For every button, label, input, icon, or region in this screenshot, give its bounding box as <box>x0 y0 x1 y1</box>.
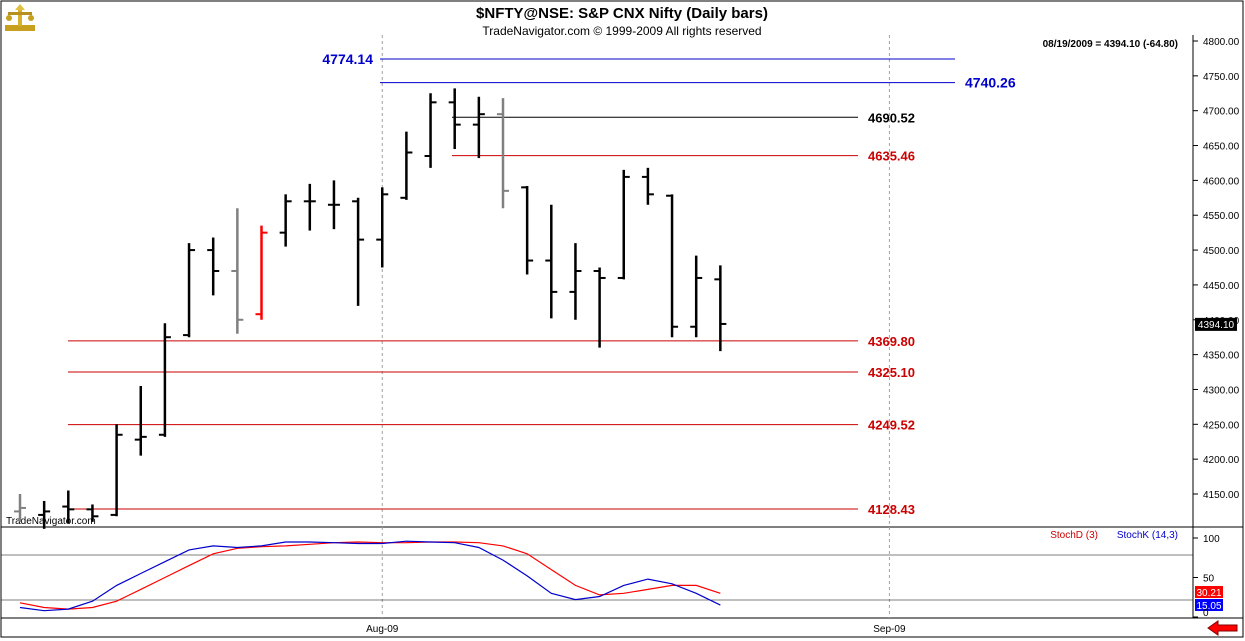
ohlc-bar <box>303 183 316 231</box>
level-label: 4635.46 <box>868 149 915 164</box>
price-tick-label: 4300.00 <box>1203 385 1240 396</box>
ohlc-bar <box>38 500 51 529</box>
ohlc-bar <box>279 194 292 247</box>
stoch-d-label: StochD (3) <box>1050 530 1098 541</box>
price-tick-label: 4650.00 <box>1203 142 1240 153</box>
price-tick-label: 4150.00 <box>1203 490 1240 501</box>
ohlc-bar <box>448 88 461 150</box>
ohlc-bar <box>62 490 75 524</box>
stoch-k-line <box>19 540 721 612</box>
price-axis: 4150.004200.004250.004300.004350.004400.… <box>1193 37 1240 501</box>
watermark-text: TradeNavigator.com <box>6 516 96 527</box>
ohlc-bar <box>472 96 485 159</box>
price-tick-label: 4600.00 <box>1203 176 1240 187</box>
price-tick-label: 4450.00 <box>1203 281 1240 292</box>
stoch-k-value: 15.05 <box>1196 601 1221 612</box>
ohlc-bar <box>593 267 606 348</box>
last-price-label: 4394.10 <box>1198 320 1235 331</box>
ohlc-bar <box>207 237 220 296</box>
stoch-tick-label: 50 <box>1203 574 1215 585</box>
ohlc-bar <box>327 180 340 230</box>
ohlc-bar <box>376 187 389 268</box>
stoch-d-value: 30.21 <box>1196 588 1221 599</box>
ohlc-bar <box>617 169 630 280</box>
stoch-k-value-box <box>1195 599 1223 611</box>
ohlc-bar <box>641 167 654 205</box>
level-label: 4690.52 <box>868 110 915 125</box>
ohlc-bar <box>255 225 268 320</box>
ohlc-bar <box>14 494 26 522</box>
scroll-left-arrow-icon[interactable] <box>1206 620 1240 636</box>
price-tick-label: 4250.00 <box>1203 420 1240 431</box>
level-label: 4740.26 <box>965 75 1016 91</box>
level-label: 4128.43 <box>868 502 915 517</box>
ohlc-bar <box>569 243 582 320</box>
last-price-box <box>1195 317 1237 331</box>
vertical-gridlines <box>381 35 890 618</box>
price-tick-label: 4700.00 <box>1203 107 1240 118</box>
price-tick-label: 4200.00 <box>1203 455 1240 466</box>
chart-title: $NFTY@NSE: S&P CNX Nifty (Daily bars) <box>476 5 768 22</box>
time-axis: Aug-09 Sep-09 <box>366 624 906 635</box>
date-label: Aug-09 <box>366 624 399 635</box>
ohlc-bar <box>424 93 437 168</box>
ohlc-bar <box>134 385 147 456</box>
stoch-tick-label: 0 <box>1203 608 1209 619</box>
stoch-d-line <box>19 541 721 610</box>
date-label: Sep-09 <box>873 624 906 635</box>
ohlc-bar <box>400 131 413 200</box>
price-tick-label: 4350.00 <box>1203 351 1240 362</box>
ohlc-bar <box>690 255 703 338</box>
ohlc-bar <box>231 208 244 334</box>
support-resistance-levels: 4774.14 4740.26 4690.52 4635.46 4369.80 4325.… <box>68 51 1016 517</box>
price-tick-label: 4500.00 <box>1203 246 1240 257</box>
ohlc-bar <box>545 204 558 319</box>
level-label: 4774.14 <box>322 51 373 67</box>
ohlc-bar <box>714 265 727 352</box>
stoch-tick-label: 100 <box>1203 534 1220 545</box>
ohlc-bars <box>14 88 727 529</box>
level-label: 4325.10 <box>868 365 915 380</box>
stochastic-panel: StochD (3) StochK (14,3) 30.21 15.05 100… <box>1 530 1223 619</box>
ohlc-bar <box>352 197 365 306</box>
price-tick-label: 4750.00 <box>1203 72 1240 83</box>
ohlc-bar <box>521 185 534 275</box>
ohlc-bar <box>183 243 196 338</box>
price-tick-label: 4800.00 <box>1203 37 1240 48</box>
status-readout: 08/19/2009 = 4394.10 (-64.80) <box>1043 39 1178 50</box>
price-tick-label: 4550.00 <box>1203 211 1240 222</box>
trade-navigator-logo-icon <box>3 3 37 33</box>
stoch-d-value-box <box>1195 586 1223 598</box>
ohlc-bar <box>497 98 509 209</box>
stoch-k-label: StochK (14,3) <box>1117 530 1178 541</box>
ohlc-bar <box>158 323 171 437</box>
level-label: 4369.80 <box>868 334 915 349</box>
copyright-text: TradeNavigator.com © 1999-2009 All right… <box>482 24 761 38</box>
ohlc-bar <box>666 194 679 338</box>
ohlc-bar <box>110 424 123 517</box>
level-label: 4249.52 <box>868 418 915 433</box>
ohlc-bar <box>86 504 99 522</box>
